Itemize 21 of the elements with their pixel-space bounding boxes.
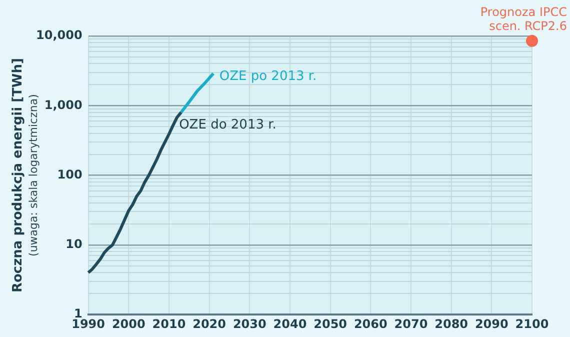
y-axis-title: Roczna produkcja energii [TWh]: [10, 58, 26, 293]
series-label: Prognoza IPCC scen. RCP2.6: [480, 5, 567, 34]
x-tick-label: 2030: [232, 316, 266, 331]
y-tick-label: 10,000: [36, 28, 82, 42]
y-tick-label: 10: [66, 237, 82, 252]
x-tick-label: 2070: [394, 316, 428, 331]
y-tick-label: 1,000: [44, 98, 82, 112]
series-label: OZE po 2013 r.: [219, 68, 317, 84]
x-tick-label: 2100: [515, 316, 549, 331]
x-tick-label: 2050: [314, 316, 348, 331]
text: (uwaga: skala logarytmiczna): [26, 94, 40, 256]
x-tick-label: 2060: [354, 316, 388, 331]
series-label: OZE do 2013 r.: [179, 117, 276, 132]
x-tick-label: 2090: [474, 316, 508, 331]
x-tick-label: 2020: [192, 316, 226, 331]
y-tick-label: 100: [57, 167, 82, 182]
x-tick-label: 2010: [152, 316, 186, 331]
x-tick-label: 2080: [434, 316, 468, 331]
x-tick-label: 2000: [112, 316, 146, 331]
x-tick-label: 1990: [72, 316, 106, 331]
x-tick-label: 2040: [273, 316, 307, 331]
